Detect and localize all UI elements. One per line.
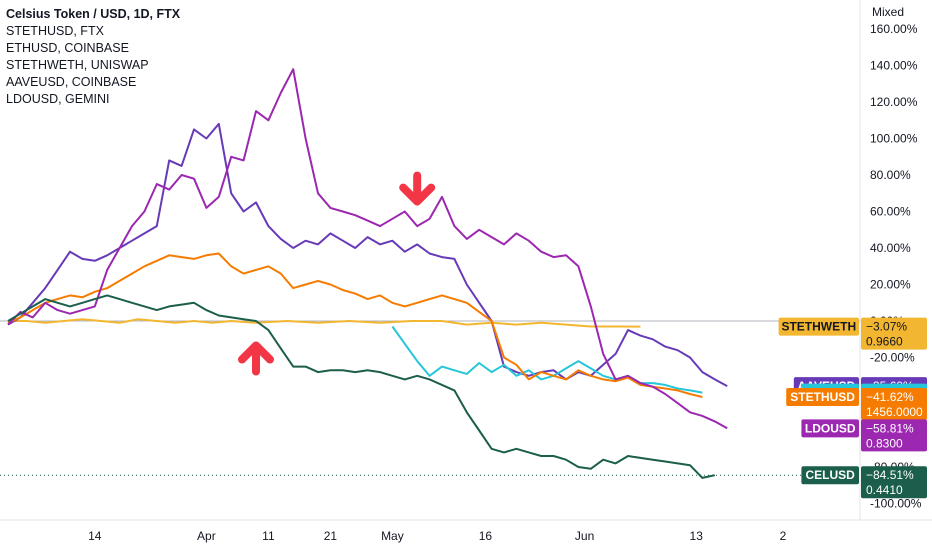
y-tick-label: -20.00% [870, 351, 915, 365]
y-tick-label: 40.00% [870, 241, 911, 255]
badge-change: −3.07% [866, 320, 907, 334]
x-tick-label: 21 [324, 529, 338, 543]
badge-value-box [861, 317, 927, 350]
badge-name-box [786, 387, 859, 406]
scale-mode-label[interactable]: Mixed [872, 5, 905, 19]
x-tick-label: Apr [197, 529, 216, 543]
x-tick-label: 11 [262, 529, 275, 543]
x-tick-label: May [381, 529, 404, 543]
y-tick-label: 60.00% [870, 205, 911, 219]
x-axis[interactable]: 14 Apr 11 21 May 16 Jun 13 2 [88, 529, 787, 543]
badge-ldousd[interactable]: LDOUSD −58.81%0.8300 [801, 419, 927, 452]
y-tick-label: -100.00% [870, 497, 922, 511]
arrow-up-icon [238, 341, 274, 376]
price-badges: STETHWETH−3.07%0.9660AAVEUSD−35.69%75.16… [778, 317, 927, 499]
legend-comparison-4[interactable]: LDOUSD, GEMINI [6, 92, 110, 106]
badge-price: 0.8300 [866, 436, 903, 450]
series-line-stethweth[interactable] [8, 318, 641, 328]
badge-name-box [778, 317, 859, 336]
y-tick-label: 80.00% [870, 168, 911, 182]
badge-price: 1456.0000 [866, 405, 923, 419]
badge-celusd[interactable]: CELUSD −84.51%0.4410 [801, 466, 927, 499]
y-tick-label: 120.00% [870, 95, 918, 109]
badge-name-text: CELUSD [806, 468, 856, 482]
x-tick-label: Jun [575, 529, 594, 543]
legend-comparison-2[interactable]: STETHWETH, UNISWAP [6, 58, 149, 72]
series-line-celusd[interactable] [7, 294, 716, 479]
badge-change: −58.81% [866, 421, 914, 435]
series-layer [7, 68, 728, 479]
badge-value-box [861, 419, 927, 452]
badge-name-box [801, 466, 859, 485]
chart-title[interactable]: Celsius Token / USD, 1D, FTX [6, 7, 181, 21]
y-tick-label: 140.00% [870, 59, 918, 73]
legend-comparison-0[interactable]: STETHUSD, FTX [6, 24, 104, 38]
badge-change: −84.51% [866, 468, 914, 482]
badge-price: 0.9660 [866, 335, 903, 349]
series-line-stethusd[interactable] [7, 252, 703, 398]
badge-value-box [861, 387, 927, 420]
badge-name-text: STETHWETH [781, 320, 856, 334]
y-tick-label: 20.00% [870, 278, 911, 292]
arrow-down-icon [399, 171, 436, 206]
legend-comparison-3[interactable]: AAVEUSD, COINBASE [6, 75, 137, 89]
x-tick-label: 14 [88, 529, 102, 543]
x-tick-label: 2 [780, 529, 787, 543]
annotation-layer [238, 171, 436, 376]
badge-name-text: LDOUSD [805, 421, 856, 435]
badge-price: 0.4410 [866, 483, 903, 497]
badge-change: −41.62% [866, 390, 914, 404]
x-tick-label: 16 [479, 529, 493, 543]
badge-name-text: STETHUSD [790, 390, 855, 404]
x-tick-label: 13 [690, 529, 704, 543]
y-tick-label: 160.00% [870, 22, 918, 36]
badge-stethusd[interactable]: STETHUSD −41.62%1456.0000 [786, 387, 927, 420]
legend-comparison-1[interactable]: ETHUSD, COINBASE [6, 41, 129, 55]
badge-value-box [861, 466, 927, 499]
badge-name-box [801, 419, 859, 438]
legend: Celsius Token / USD, 1D, FTX STETHUSD, F… [6, 6, 180, 108]
series-line-ldousd[interactable] [7, 68, 728, 430]
badge-stethweth[interactable]: STETHWETH −3.07%0.9660 [778, 317, 927, 350]
y-tick-label: 100.00% [870, 132, 918, 146]
